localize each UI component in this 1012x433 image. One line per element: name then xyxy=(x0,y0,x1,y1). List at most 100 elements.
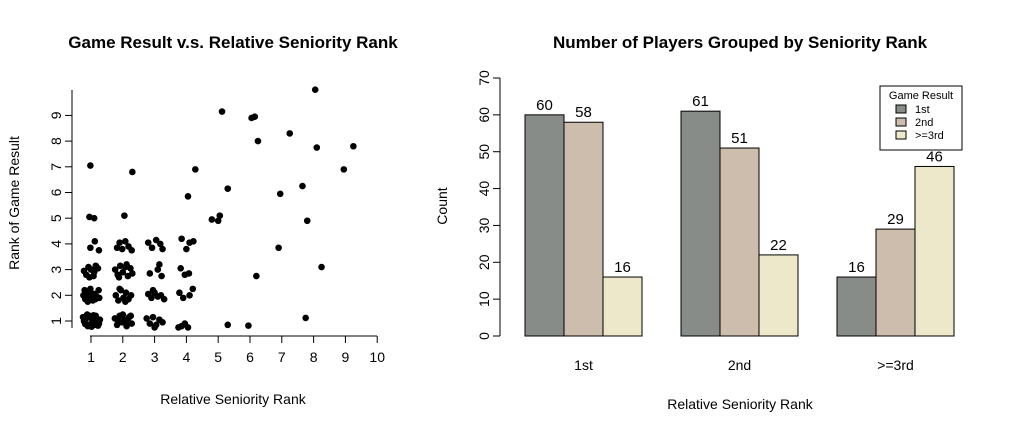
scatter-y-axis-label: Rank of Game Result xyxy=(6,136,22,270)
scatter-point xyxy=(350,142,357,150)
scatter-y-tick-label: 5 xyxy=(48,214,64,222)
scatter-point xyxy=(190,238,197,245)
scatter-point xyxy=(159,245,166,253)
scatter-point xyxy=(183,245,190,253)
scatter-point xyxy=(129,168,136,176)
scatter-point xyxy=(116,285,123,293)
scatter-point xyxy=(114,317,122,325)
bar xyxy=(914,165,955,337)
scatter-point xyxy=(299,182,306,190)
scatter-y-ticks: 1 2 3 4 5 6 7 8 9 xyxy=(48,111,72,325)
scatter-point xyxy=(251,113,259,120)
scatter-x-tick-label: 1 xyxy=(87,349,95,365)
scatter-point xyxy=(122,289,130,297)
bar xyxy=(758,254,799,337)
scatter-point xyxy=(216,212,224,219)
scatter-point xyxy=(313,144,321,151)
scatter-point xyxy=(152,236,160,244)
bar-value-label: 61 xyxy=(692,93,709,110)
scatter-points xyxy=(79,86,357,331)
scatter-point xyxy=(311,86,319,93)
bar xyxy=(524,114,565,337)
bar-y-tick-label: 50 xyxy=(476,144,492,160)
scatter-point xyxy=(218,108,226,115)
scatter-point xyxy=(143,315,150,322)
scatter-point xyxy=(160,295,168,303)
scatter-point xyxy=(148,294,155,302)
scatter-point xyxy=(96,316,104,324)
scatter-x-tick-label: 4 xyxy=(183,349,191,365)
scatter-point xyxy=(245,322,252,329)
scatter-y-tick-label: 6 xyxy=(48,188,64,196)
scatter-point xyxy=(83,290,90,298)
scatter-point xyxy=(119,268,127,276)
scatter-point xyxy=(127,292,135,299)
scatter-y-tick-label: 4 xyxy=(48,240,64,248)
scatter-point xyxy=(158,272,165,280)
bar xyxy=(602,276,643,337)
scatter-x-tick-label: 2 xyxy=(119,349,127,365)
bar xyxy=(563,121,604,337)
scatter-chart: Game Result v.s. Relative Seniority Rank… xyxy=(6,33,398,407)
scatter-x-tick-label: 8 xyxy=(310,349,318,365)
scatter-point xyxy=(90,268,98,276)
scatter-point xyxy=(148,244,156,252)
scatter-point xyxy=(224,321,232,329)
scatter-point xyxy=(146,270,154,277)
scatter-point xyxy=(88,323,95,330)
scatter-point xyxy=(157,240,164,248)
scatter-point xyxy=(91,238,99,245)
scatter-point xyxy=(192,166,199,173)
scatter-point xyxy=(214,217,222,225)
scatter-point xyxy=(184,193,192,200)
scatter-point xyxy=(179,294,187,302)
bar-category-label: 1st xyxy=(574,357,593,373)
legend-title: Game Result xyxy=(889,90,953,102)
scatter-point xyxy=(122,298,129,306)
scatter-point xyxy=(318,263,325,271)
scatter-point xyxy=(87,162,94,169)
scatter-point xyxy=(113,244,121,252)
bar-value-label: 51 xyxy=(731,130,748,147)
scatter-y-tick-label: 8 xyxy=(48,137,64,145)
bar-value-label: 46 xyxy=(926,148,943,165)
scatter-point xyxy=(123,322,130,330)
scatter-point xyxy=(95,286,102,294)
scatter-point xyxy=(128,247,136,254)
bar-title: Number of Players Grouped by Seniority R… xyxy=(553,33,928,52)
scatter-point xyxy=(121,212,128,219)
bar-y-tick-label: 0 xyxy=(476,332,492,340)
scatter-point xyxy=(154,266,162,273)
legend-swatch xyxy=(895,130,907,140)
scatter-point xyxy=(115,274,123,281)
legend-swatch xyxy=(895,104,907,114)
scatter-point xyxy=(176,289,183,297)
bar-y-ticks: 0 10 20 30 40 50 60 70 xyxy=(476,70,500,340)
scatter-point xyxy=(116,262,124,270)
bar xyxy=(875,228,916,337)
scatter-point xyxy=(253,272,260,280)
scatter-x-tick-label: 3 xyxy=(151,349,159,365)
scatter-x-tick-label: 10 xyxy=(369,349,385,365)
bar xyxy=(719,147,760,337)
bar-x-axis-label: Relative Seniority Rank xyxy=(667,396,814,412)
scatter-point xyxy=(186,292,193,299)
scatter-point xyxy=(86,274,93,281)
scatter-point xyxy=(189,285,197,293)
bar-value-label: 22 xyxy=(770,237,787,254)
scatter-point xyxy=(112,292,120,299)
scatter-point xyxy=(87,285,94,293)
scatter-point xyxy=(95,294,103,302)
bar-y-tick-label: 60 xyxy=(476,107,492,123)
scatter-point xyxy=(208,216,216,223)
bar-category-label: 2nd xyxy=(728,357,751,373)
scatter-point xyxy=(124,317,131,325)
bar-chart: Number of Players Grouped by Seniority R… xyxy=(434,33,963,412)
scatter-point xyxy=(119,311,127,318)
scatter-point xyxy=(118,245,126,253)
legend-box xyxy=(879,85,963,151)
scatter-y-tick-label: 1 xyxy=(48,317,64,325)
scatter-point xyxy=(184,324,192,331)
scatter-y-tick-label: 3 xyxy=(48,265,64,273)
